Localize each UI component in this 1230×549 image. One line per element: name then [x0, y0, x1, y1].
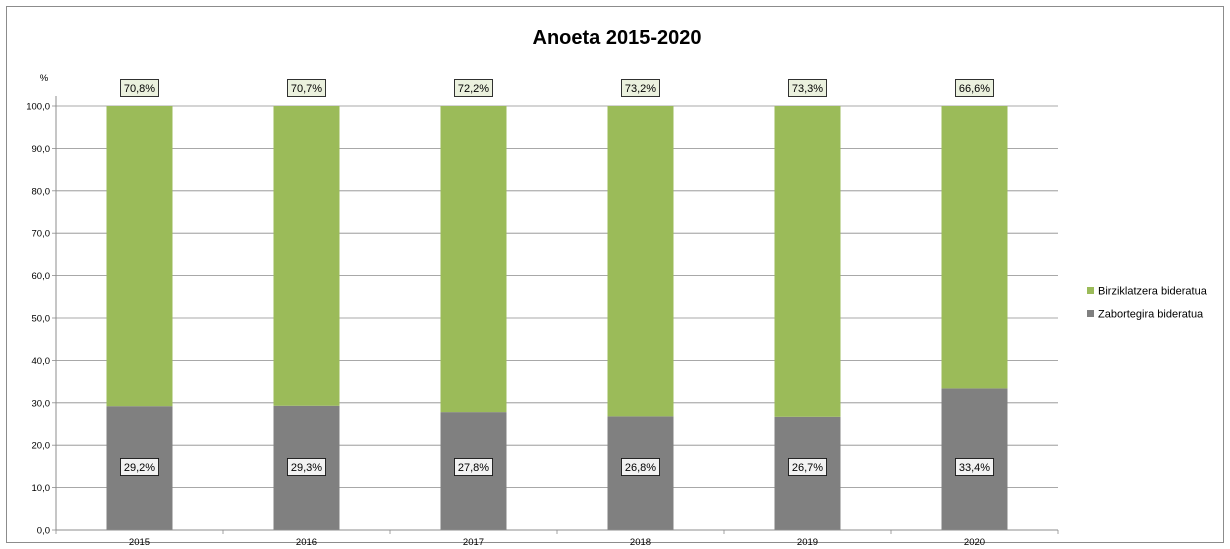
x-tick-label: 2017: [463, 537, 484, 548]
data-label-birziklatzera-2020-box: [955, 79, 994, 97]
data-label-birziklatzera-2019-box: [788, 79, 827, 97]
y-tick-label: 10,0: [32, 483, 51, 494]
data-labels: 70,8% 29,2% 70,7% 29,3% 72,2% 27,8% 73,2% 26,8%…: [120, 79, 994, 476]
data-label-birziklatzera-2016-box: [287, 79, 326, 97]
y-tick-label: 40,0: [32, 356, 51, 367]
data-label-zabortegira-2018-box: [621, 458, 660, 476]
y-tick-label: 100,0: [26, 102, 50, 113]
y-tick-label: 50,0: [32, 314, 51, 325]
gridlines: [56, 105, 1058, 489]
legend-label-zabortegira: Zabortegira bideratua: [1098, 309, 1204, 321]
data-label-birziklatzera-2016: 70,7%: [291, 83, 322, 95]
legend: Birziklatzera bideratua Zabortegira bider…: [1087, 286, 1208, 321]
legend-swatch-birziklatzera: [1087, 287, 1094, 294]
data-label-zabortegira-2020-box: [955, 458, 994, 476]
y-tick-label: 70,0: [32, 229, 51, 240]
data-label-zabortegira-2017: 27,8%: [458, 462, 489, 474]
bar-birziklatzera-2015: [106, 106, 173, 407]
y-axis-unit: %: [40, 73, 49, 84]
bar-birziklatzera-2020: [941, 106, 1008, 389]
y-tick-label: 20,0: [32, 441, 51, 452]
bar-birziklatzera-2019: [774, 106, 841, 417]
data-label-zabortegira-2016-box: [287, 458, 326, 476]
y-axis-ticks: 0,0 10,0 20,0 30,0 40,0 50,0 60,0 70,0 80,0 90,0 1…: [26, 102, 56, 537]
data-label-birziklatzera-2018-box: [621, 79, 660, 97]
x-tick-label: 2015: [129, 537, 150, 548]
data-label-zabortegira-2019: 26,7%: [792, 462, 823, 474]
y-tick-label: 0,0: [37, 526, 50, 537]
data-label-birziklatzera-2020: 66,6%: [959, 83, 990, 95]
bar-birziklatzera-2017: [440, 106, 507, 413]
data-label-zabortegira-2017-box: [454, 458, 493, 476]
data-label-birziklatzera-2015-box: [120, 79, 159, 97]
bar-birziklatzera-2018: [607, 106, 674, 417]
data-label-birziklatzera-2015: 70,8%: [124, 83, 155, 95]
data-label-zabortegira-2018: 26,8%: [625, 462, 656, 474]
legend-swatch-zabortegira: [1087, 310, 1094, 317]
x-tick-label: 2019: [797, 537, 818, 548]
data-label-birziklatzera-2019: 73,3%: [792, 83, 823, 95]
data-label-zabortegira-2015: 29,2%: [124, 462, 155, 474]
data-label-zabortegira-2016: 29,3%: [291, 462, 322, 474]
data-label-zabortegira-2015-box: [120, 458, 159, 476]
y-tick-label: 80,0: [32, 186, 51, 197]
data-label-birziklatzera-2018: 73,2%: [625, 83, 656, 95]
data-label-zabortegira-2020: 33,4%: [959, 462, 990, 474]
y-tick-label: 60,0: [32, 271, 51, 282]
data-label-zabortegira-2019-box: [788, 458, 827, 476]
x-tick-label: 2018: [630, 537, 651, 548]
axes: [55, 96, 1058, 531]
legend-label-birziklatzera: Birziklatzera bideratua: [1098, 286, 1208, 298]
y-tick-label: 30,0: [32, 398, 51, 409]
x-axis-ticks: 2015 2016 2017 2018 2019 2020: [55, 530, 1059, 548]
data-label-birziklatzera-2017-box: [454, 79, 493, 97]
chart-title: Anoeta 2015-2020: [533, 27, 702, 49]
data-label-birziklatzera-2017: 72,2%: [458, 83, 489, 95]
bar-birziklatzera-2016: [273, 106, 340, 406]
y-tick-label: 90,0: [32, 144, 51, 155]
x-tick-label: 2016: [296, 537, 317, 548]
x-tick-label: 2020: [964, 537, 985, 548]
